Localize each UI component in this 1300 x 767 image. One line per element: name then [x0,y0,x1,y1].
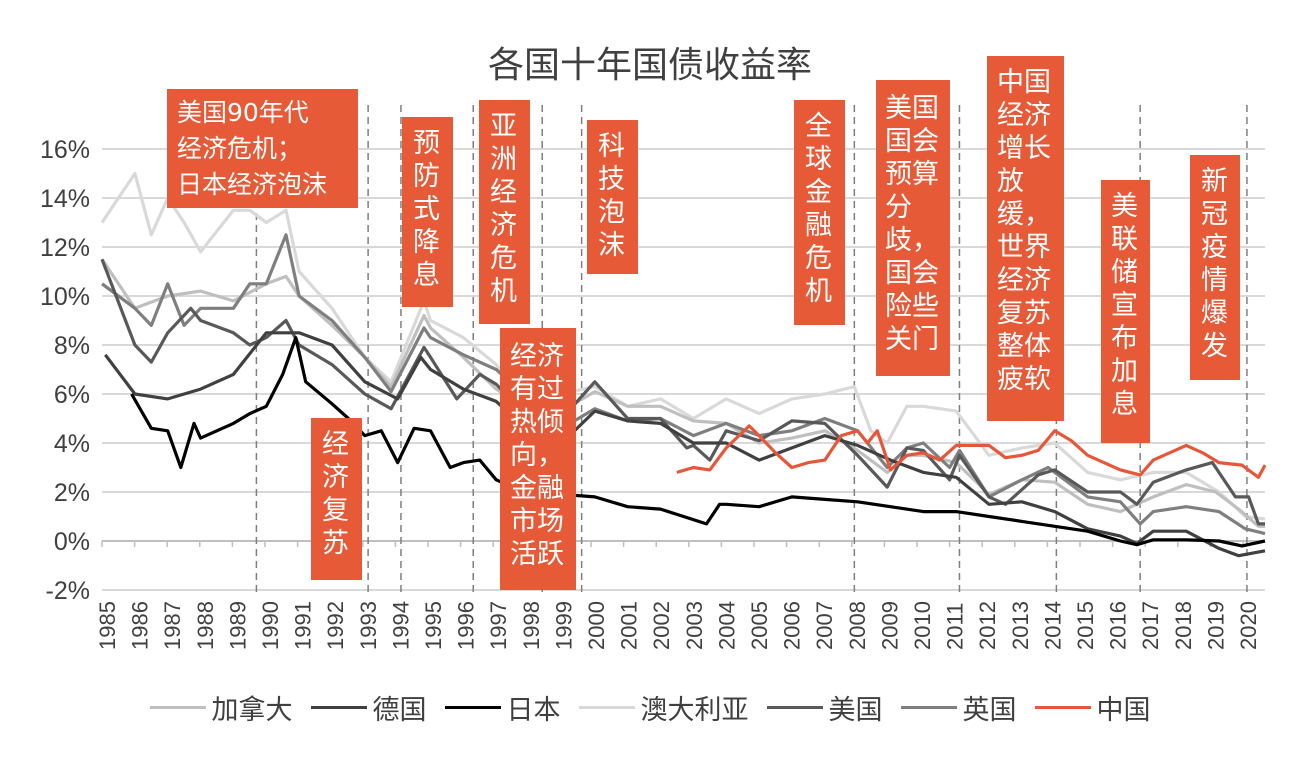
x-tick-label: 2017 [1138,601,1163,650]
x-tick-label: 2011 [943,603,968,650]
x-tick-label: 2001 [617,601,642,650]
legend-label: 日本 [506,695,561,726]
y-tick-label: 2% [54,479,90,507]
series-line-6 [676,424,1267,479]
x-tick-label: 2004 [714,601,739,650]
annotation-overheating: 经济有过热倾向，金融市场活跃 [500,328,576,590]
annotation-line: 经济危机； [177,134,303,163]
y-tick-label: 12% [40,234,90,262]
legend-swatch [1034,706,1091,709]
x-tick-label: 1995 [421,601,446,650]
x-tick-label: 1999 [551,601,576,650]
x-tick-label: 2006 [780,601,805,650]
legend-item-usa: 美国 [766,688,883,727]
y-tick-label: 16% [40,136,90,164]
x-tick-label: 1998 [519,601,544,650]
legend-item-uk: 英国 [900,688,1017,727]
x-tick-label: 1996 [454,601,479,650]
annotation-china-slowdown: 中国经济增长放缓，世界经济复苏整体疲软 [987,56,1064,421]
x-tick-label: 1991 [291,601,316,650]
series-line-1 [104,331,1266,558]
x-tick-label: 1994 [388,601,413,650]
annotation-financial-crisis: 全球金融危机 [794,100,845,325]
legend-label: 中国 [1096,695,1151,726]
legend-swatch [766,706,823,709]
annotation-tech-bubble: 科技泡沫 [587,120,638,274]
annotation-1990s-crisis: 美国90年代 经济危机； 日本经济泡沫 [167,89,358,208]
x-tick-label: 2003 [682,601,707,650]
chart-title: 各国十年国债收益率 [487,45,812,86]
y-tick-label: 8% [54,332,90,360]
x-tick-label: 2000 [584,601,609,650]
annotation-recovery: 经济复苏 [311,418,362,580]
legend-swatch [149,706,206,709]
x-tick-label: 2016 [1106,601,1131,650]
x-tick-label: 2014 [1040,601,1065,650]
x-tick-label: 2013 [1008,601,1033,650]
series-line-0 [100,258,1265,528]
y-axis: -2% 0% 2% 4% 6% 8% 10% 12% 14% 16% [40,136,90,605]
x-tick-label: 2020 [1236,601,1261,650]
x-tick-label: 2019 [1203,601,1228,650]
legend-item-japan: 日本 [444,688,561,727]
y-tick-label: 4% [54,430,90,458]
legend-item-canada: 加拿大 [149,688,293,727]
y-tick-label: 6% [54,381,90,409]
legend-swatch [310,706,367,709]
x-tick-label: 2012 [975,601,1000,650]
x-tick-label: 1987 [160,601,185,650]
series-lines [100,171,1267,558]
annotation-line: 美国90年代 [177,98,309,127]
y-tick-label: -2% [46,577,90,605]
legend-label: 英国 [962,695,1017,726]
x-tick-label: 1988 [193,601,218,650]
y-tick-label: 10% [40,283,90,311]
annotation-covid: 新冠疫情爆发 [1190,155,1240,380]
series-line-3 [100,171,1266,521]
x-tick-label: 2009 [877,601,902,650]
x-tick-label: 2010 [910,601,935,650]
x-tick-label: 2018 [1171,601,1196,650]
legend: 加拿大 德国 日本 澳大利亚 美国 英国 中国 [0,688,1300,727]
legend-label: 美国 [828,695,883,726]
x-tick-label: 1990 [258,601,283,650]
annotation-us-shutdown: 美国国会预算分歧，国会险些关门 [876,80,950,376]
annotation-rate-cut: 预防式降息 [402,117,453,307]
x-axis: 1985 1986 1987 1988 1989 1990 1991 1992 1993 1994… [95,541,1261,650]
x-tick-label: 2005 [747,601,772,650]
legend-label: 加拿大 [211,695,293,726]
y-tick-label: 14% [40,185,90,213]
series-line-4 [100,258,1265,526]
x-tick-label: 2002 [649,601,674,650]
x-tick-label: 1985 [95,601,120,650]
x-tick-label: 2015 [1073,601,1098,650]
legend-swatch [578,706,635,709]
x-tick-label: 2007 [812,601,837,650]
x-tick-label: 1989 [225,601,250,650]
x-tick-label: 1997 [486,601,511,650]
annotation-fed-hike: 美联储宣布加息 [1101,180,1150,443]
legend-swatch [444,706,501,709]
legend-label: 澳大利亚 [640,695,749,726]
annotation-line: 日本经济泡沫 [177,170,328,199]
x-tick-label: 1992 [323,601,348,650]
legend-label: 德国 [372,695,427,726]
legend-item-australia: 澳大利亚 [578,688,749,727]
x-tick-label: 2008 [845,601,870,650]
x-tick-label: 1993 [356,601,381,650]
y-tick-label: 0% [54,528,90,556]
annotation-asian-crisis: 亚洲经济危机 [479,100,530,324]
legend-swatch [900,706,957,709]
legend-item-germany: 德国 [310,688,427,727]
legend-item-china: 中国 [1034,688,1151,727]
x-tick-label: 1986 [128,601,153,650]
